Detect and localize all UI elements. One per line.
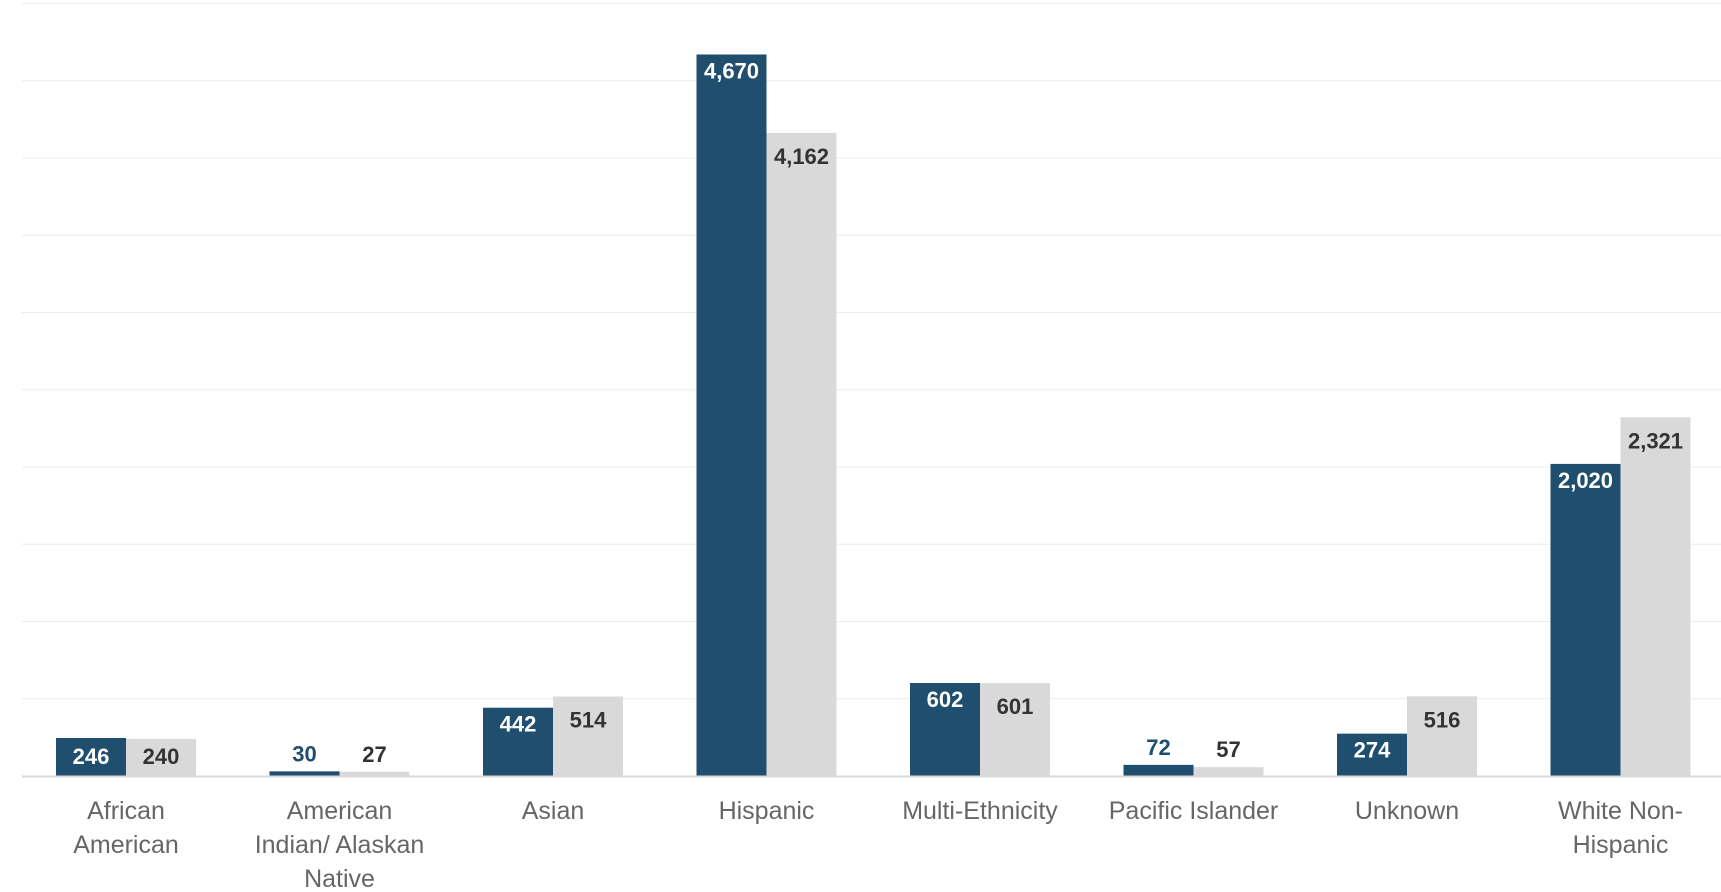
gridlines	[22, 3, 1721, 700]
data-label-s2-1: 27	[362, 742, 386, 767]
category-label-1-line-1: Indian/ Alaskan	[255, 831, 425, 859]
bar-s1-0	[56, 737, 126, 776]
bar-s2-2	[553, 696, 623, 776]
data-label-s2-4: 601	[997, 694, 1034, 719]
data-label-s1-1: 30	[292, 741, 316, 766]
data-label-s2-3: 4,162	[774, 144, 829, 169]
data-label-s1-2: 442	[500, 712, 537, 737]
category-label-6-line-0: Unknown	[1355, 797, 1459, 825]
bar-s1-5	[1123, 764, 1194, 776]
data-label-s1-7: 2,020	[1558, 468, 1613, 493]
bar-s1-4	[910, 682, 980, 776]
bars	[56, 54, 1691, 777]
bar-s2-3	[766, 132, 837, 776]
data-label-s2-5: 57	[1216, 737, 1240, 762]
category-label-3-line-0: Hispanic	[719, 797, 815, 825]
category-labels: African American American Indian/ Alaskan Na…	[73, 797, 1683, 892]
category-label-0-line-1: American	[73, 831, 179, 859]
category-label-4-line-0: Multi-Ethnicity	[902, 797, 1058, 825]
data-label-s2-2: 514	[570, 708, 607, 733]
bar-s2-0	[126, 738, 196, 776]
data-label-s1-5: 72	[1146, 735, 1170, 760]
bar-s1-7	[1550, 463, 1621, 776]
bar-s1-1	[269, 771, 340, 776]
bar-s1-6	[1337, 733, 1407, 776]
category-label-7-line-0: White Non-	[1558, 797, 1683, 825]
bar-s2-4	[980, 683, 1050, 776]
data-label-s1-4: 602	[927, 687, 964, 712]
bar-s2-5	[1193, 767, 1264, 776]
category-label-1-line-0: American	[287, 797, 393, 825]
data-label-s1-3: 4,670	[704, 58, 759, 83]
category-label-2-line-0: Asian	[522, 797, 585, 825]
bar-s2-6	[1407, 696, 1477, 776]
bar-s2-7	[1620, 417, 1691, 776]
bar-s1-3	[696, 54, 767, 777]
data-label-s1-6: 274	[1354, 738, 1391, 763]
data-labels: 246 240 30 27 442 514 4,670 4,162 602 601 72 57 274 5…	[73, 58, 1683, 769]
category-label-1-line-2: Native	[304, 865, 375, 892]
category-label-0-line-0: African	[87, 797, 165, 825]
bar-s1-2	[483, 707, 553, 776]
data-label-s2-7: 2,321	[1628, 428, 1683, 453]
data-label-s1-0: 246	[73, 744, 110, 769]
bar-s2-1	[339, 771, 410, 776]
category-label-5-line-0: Pacific Islander	[1109, 797, 1279, 825]
category-label-7-line-1: Hispanic	[1573, 831, 1669, 859]
data-label-s2-6: 516	[1424, 707, 1461, 732]
data-label-s2-0: 240	[143, 744, 180, 769]
